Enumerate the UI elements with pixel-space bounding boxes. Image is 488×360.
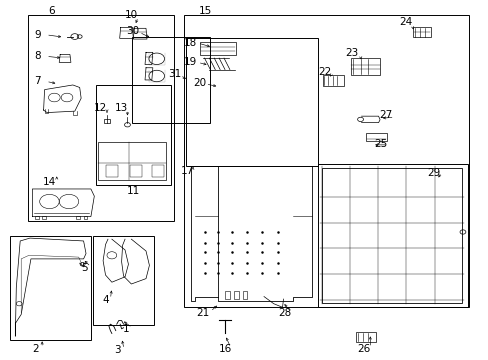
Text: 14: 14 xyxy=(43,177,56,187)
Bar xyxy=(199,41,236,55)
Text: 16: 16 xyxy=(218,344,231,354)
Bar xyxy=(83,216,87,219)
Bar xyxy=(132,37,210,123)
Bar xyxy=(42,216,46,219)
Bar xyxy=(366,134,386,141)
Text: 7: 7 xyxy=(34,76,41,86)
Text: 11: 11 xyxy=(126,186,140,196)
Bar xyxy=(98,142,166,180)
Bar xyxy=(412,27,430,37)
Bar xyxy=(130,165,142,177)
Text: 21: 21 xyxy=(196,308,209,318)
Text: 13: 13 xyxy=(115,103,128,113)
Text: 12: 12 xyxy=(94,103,107,113)
Text: 25: 25 xyxy=(374,139,387,149)
Text: 1: 1 xyxy=(123,324,129,334)
Bar xyxy=(105,165,118,177)
Text: 15: 15 xyxy=(199,6,212,16)
Text: 20: 20 xyxy=(193,78,206,88)
Text: 4: 4 xyxy=(102,295,109,305)
Bar xyxy=(27,15,173,221)
Bar xyxy=(350,58,379,75)
Text: 9: 9 xyxy=(34,30,41,40)
Text: 5: 5 xyxy=(81,263,88,273)
Bar xyxy=(104,119,110,123)
Text: 18: 18 xyxy=(184,38,197,48)
Text: 10: 10 xyxy=(124,10,138,20)
Bar xyxy=(233,291,238,299)
Text: 19: 19 xyxy=(184,57,197,67)
Text: 28: 28 xyxy=(277,308,290,318)
Bar xyxy=(355,332,375,342)
Bar xyxy=(35,216,39,219)
Text: 27: 27 xyxy=(379,111,392,121)
Bar xyxy=(96,85,171,185)
Bar xyxy=(224,291,229,299)
Bar xyxy=(76,216,80,219)
Bar xyxy=(152,165,163,177)
Bar xyxy=(317,164,467,307)
Bar xyxy=(242,291,247,299)
Text: 24: 24 xyxy=(398,17,411,27)
Bar xyxy=(93,235,154,325)
Bar xyxy=(183,15,468,307)
Bar xyxy=(321,168,461,303)
Text: 30: 30 xyxy=(125,26,139,36)
Text: 31: 31 xyxy=(167,69,181,79)
Text: 26: 26 xyxy=(357,344,370,354)
Text: 8: 8 xyxy=(34,51,41,61)
Text: 23: 23 xyxy=(345,48,358,58)
Bar xyxy=(185,39,317,166)
Text: 22: 22 xyxy=(318,67,331,77)
Text: 17: 17 xyxy=(180,166,193,176)
Text: 2: 2 xyxy=(32,344,39,354)
Bar xyxy=(10,235,91,339)
Text: 6: 6 xyxy=(48,6,55,16)
Text: 29: 29 xyxy=(426,168,439,178)
Bar xyxy=(322,75,344,86)
Text: 3: 3 xyxy=(114,345,121,355)
